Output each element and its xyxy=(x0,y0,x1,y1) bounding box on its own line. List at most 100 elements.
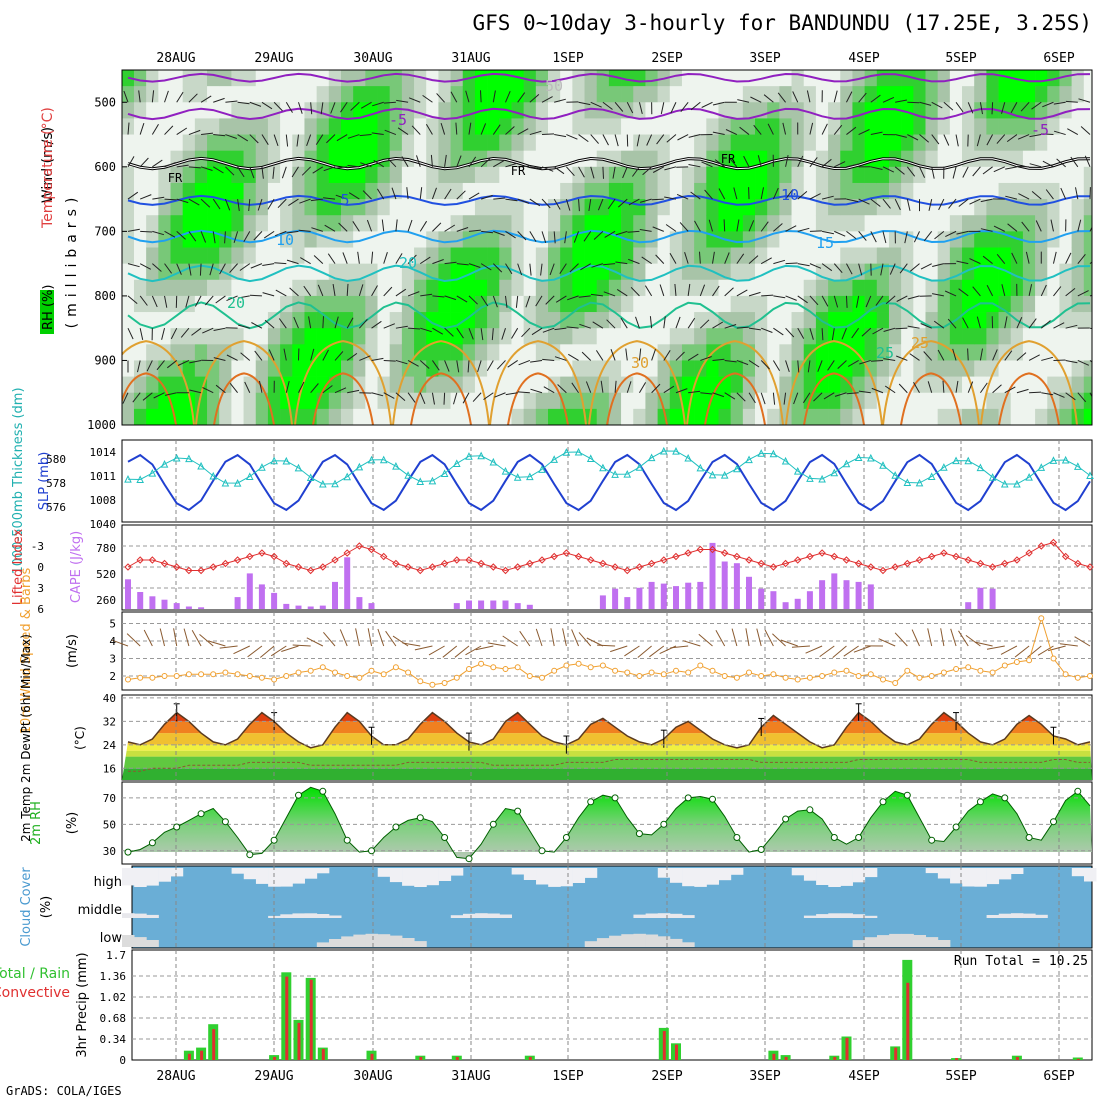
rh-shade-cell xyxy=(292,215,305,232)
wind-barb xyxy=(262,263,275,266)
rh-shade-cell xyxy=(669,70,683,87)
wind-marker xyxy=(405,669,412,676)
rh-shade-cell xyxy=(840,263,853,281)
cloud-middle-block xyxy=(1023,913,1036,918)
rh-shade-cell xyxy=(523,166,537,184)
wind-barb xyxy=(1007,223,1018,232)
cloud-high-block xyxy=(511,868,525,875)
rh-shade-cell xyxy=(219,102,232,119)
rh-shade-cell xyxy=(1071,215,1085,232)
rh-shade-cell xyxy=(133,263,147,281)
rh2m-marker xyxy=(173,823,181,831)
wind-barb xyxy=(275,289,287,297)
wind-barb xyxy=(371,132,384,136)
rh-shade-cell xyxy=(1071,376,1085,394)
wind-barb xyxy=(600,380,604,393)
wind-barb xyxy=(176,263,182,275)
rh-shade-cell xyxy=(803,118,817,135)
wind-marker xyxy=(539,674,545,681)
rh-shade-cell xyxy=(876,279,890,297)
temp-contour-25 xyxy=(489,340,587,425)
rh-shade-cell xyxy=(511,360,524,377)
wind-barb xyxy=(486,360,494,372)
top-date-label: 29AUG xyxy=(254,51,293,66)
wind-barb xyxy=(152,159,163,168)
rh-shade-cell xyxy=(584,279,598,297)
lifted-index-label: Lifted Index xyxy=(11,528,26,605)
wind-barb xyxy=(646,134,653,146)
thickness-marker xyxy=(245,472,254,481)
cape-bar xyxy=(746,576,752,609)
wind-barb xyxy=(906,198,911,211)
wind-marker xyxy=(466,666,472,672)
rh-shade-cell xyxy=(267,279,281,297)
wind-barb xyxy=(264,319,275,329)
bottom-date-label: 31AUG xyxy=(451,1069,490,1084)
wind-barb xyxy=(191,327,202,336)
rh-shade-cell xyxy=(255,295,269,313)
wind-barb xyxy=(913,382,920,393)
contour-label: 20 xyxy=(227,294,245,312)
rh-shade-cell xyxy=(243,392,257,410)
rh-shade-cell xyxy=(1022,247,1036,264)
rh-shade-cell xyxy=(584,166,598,184)
wind-barb xyxy=(677,134,689,141)
rh-shade-cell xyxy=(645,360,658,377)
rh-shade-cell xyxy=(243,102,257,119)
wind-barb xyxy=(670,102,677,114)
cloud-label: Cloud Cover xyxy=(19,867,34,947)
rh-shade-cell xyxy=(267,86,281,103)
wind-barb xyxy=(675,316,681,329)
wind-marker xyxy=(1074,674,1081,681)
rh-shade-cell xyxy=(255,70,269,87)
li-marker xyxy=(282,559,291,568)
rh-shade-cell xyxy=(438,247,451,264)
wind-marker xyxy=(222,669,229,676)
rh-shade-cell xyxy=(377,215,391,232)
rh-shade-cell xyxy=(365,279,378,297)
rh-shade-cell xyxy=(596,118,610,135)
wind-barb xyxy=(406,187,409,200)
wind-barb xyxy=(229,263,238,273)
wind10m-barb xyxy=(1014,645,1030,658)
slp-tick-label: 1014 xyxy=(90,446,117,459)
rh-shade-cell xyxy=(158,182,171,200)
rh-shade-cell xyxy=(1083,199,1092,216)
rh-shade-cell xyxy=(231,392,244,410)
temp-contour-25 xyxy=(785,340,883,425)
rh-shade-cell xyxy=(511,279,524,297)
rh-shade-cell xyxy=(328,102,342,119)
rh-shade-cell xyxy=(426,408,439,425)
rh-shade-cell xyxy=(328,70,342,87)
wind-barb xyxy=(743,155,750,168)
rh-shade-cell xyxy=(146,344,159,361)
wind-barb xyxy=(772,187,779,200)
wind-barb xyxy=(310,348,315,361)
rh-shade-cell xyxy=(913,182,926,200)
rh-shade-cell xyxy=(450,118,464,135)
wind-barb xyxy=(261,166,264,179)
wind-barb xyxy=(200,198,211,208)
rh-shade-cell xyxy=(1083,328,1092,345)
rh-shade-cell xyxy=(450,328,464,345)
li-marker xyxy=(428,563,437,571)
rh-shade-cell xyxy=(949,295,963,313)
wind-barb xyxy=(200,231,207,243)
wind-barb xyxy=(1060,187,1067,200)
wind-barb xyxy=(347,164,360,168)
rh-shade-cell xyxy=(316,215,330,232)
rh-shade-cell xyxy=(913,408,926,425)
wind10m-barb xyxy=(428,645,445,656)
cloud-high-block xyxy=(304,868,318,879)
wind-marker xyxy=(490,664,497,671)
rh-shade-cell xyxy=(852,182,865,200)
rh-shade-cell xyxy=(1083,344,1092,361)
thickness-marker xyxy=(879,461,887,469)
rh-shade-cell xyxy=(1071,328,1085,345)
rh-shade-cell xyxy=(755,328,768,345)
wind10m-barb xyxy=(624,645,640,657)
li-marker xyxy=(867,563,875,571)
wind-barb xyxy=(142,392,153,401)
wind-marker xyxy=(563,662,570,669)
thickness-marker xyxy=(806,474,814,482)
